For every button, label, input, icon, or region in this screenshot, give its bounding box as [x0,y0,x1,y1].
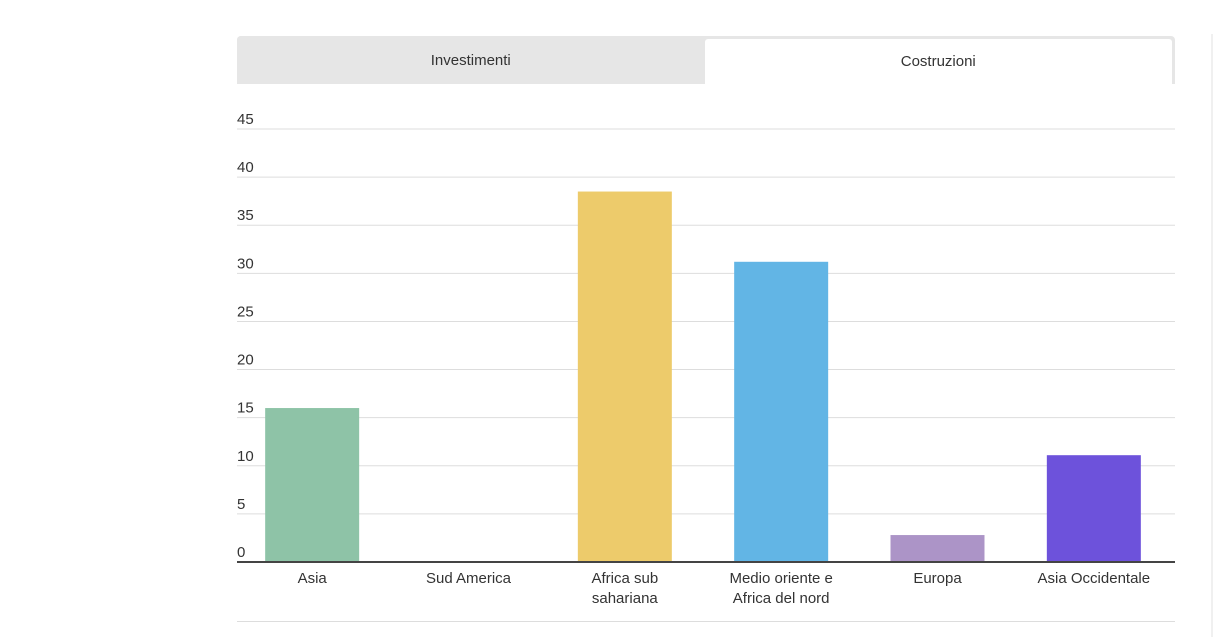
x-tick-label: Asia Occidentale [1038,570,1151,587]
y-tick-label: 25 [237,303,254,320]
x-tick-label: Africa sub sahariana [591,570,658,607]
y-tick-label: 45 [237,111,254,128]
tab-bar: Investimenti Costruzioni [237,36,1175,84]
x-tick-label: Medio oriente e Africa del nord [729,570,832,607]
bar[interactable] [890,535,985,562]
y-tick-label: 30 [237,255,254,272]
y-tick-label: 35 [237,207,254,224]
bar[interactable] [577,191,672,563]
tab-investimenti[interactable]: Investimenti [237,36,705,84]
y-tick-label: 20 [237,352,254,369]
y-tick-label: 10 [237,448,254,465]
y-tick-label: 0 [237,544,245,561]
bottom-divider [237,621,1175,622]
bar[interactable] [734,261,829,562]
y-tick-label: 40 [237,159,254,176]
bar[interactable] [265,408,360,562]
bar[interactable] [1046,455,1141,562]
panel-edge [1211,34,1213,637]
y-tick-label: 5 [237,496,245,513]
x-tick-label: Asia [298,570,328,587]
x-tick-label: Europa [913,570,962,587]
x-tick-label: Sud America [426,570,512,587]
y-tick-label: 15 [237,400,254,417]
tab-costruzioni[interactable]: Costruzioni [704,39,1172,84]
